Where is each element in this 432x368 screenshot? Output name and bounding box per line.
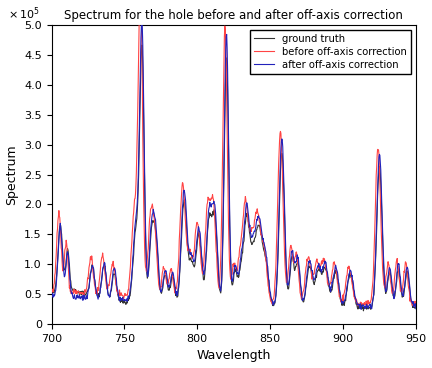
ground truth [261,247,266,251]
ground truth [139,43,144,47]
before off-axis correction [282,237,287,242]
before off-axis correction [326,283,331,287]
Line: ground truth: ground truth [51,45,416,311]
after off-axis correction [139,18,144,22]
after off-axis correction [282,189,287,194]
after off-axis correction [71,296,76,300]
ground truth [270,302,276,307]
after off-axis correction [261,240,266,244]
ground truth [326,284,331,288]
ground truth [413,305,419,310]
ground truth [364,304,369,308]
before off-axis correction [49,290,54,294]
ground truth [361,309,366,313]
before off-axis correction [363,302,368,307]
before off-axis correction [71,287,76,291]
Y-axis label: Spectrum: Spectrum [6,144,19,205]
after off-axis correction [326,278,331,282]
Title: Spectrum for the hole before and after off-axis correction: Spectrum for the hole before and after o… [64,10,403,22]
after off-axis correction [359,307,364,311]
Line: before off-axis correction: before off-axis correction [51,0,416,306]
before off-axis correction [413,303,419,307]
after off-axis correction [413,307,419,311]
before off-axis correction [261,242,266,247]
ground truth [71,287,76,291]
X-axis label: Wavelength: Wavelength [197,350,271,362]
Legend: ground truth, before off-axis correction, after off-axis correction: ground truth, before off-axis correction… [250,30,411,74]
ground truth [49,289,54,294]
before off-axis correction [412,304,417,308]
after off-axis correction [49,295,54,300]
after off-axis correction [270,303,276,307]
after off-axis correction [364,303,369,307]
ground truth [282,198,287,202]
Text: $\times\,10^5$: $\times\,10^5$ [8,6,39,22]
before off-axis correction [270,297,276,301]
Line: after off-axis correction: after off-axis correction [51,20,416,309]
